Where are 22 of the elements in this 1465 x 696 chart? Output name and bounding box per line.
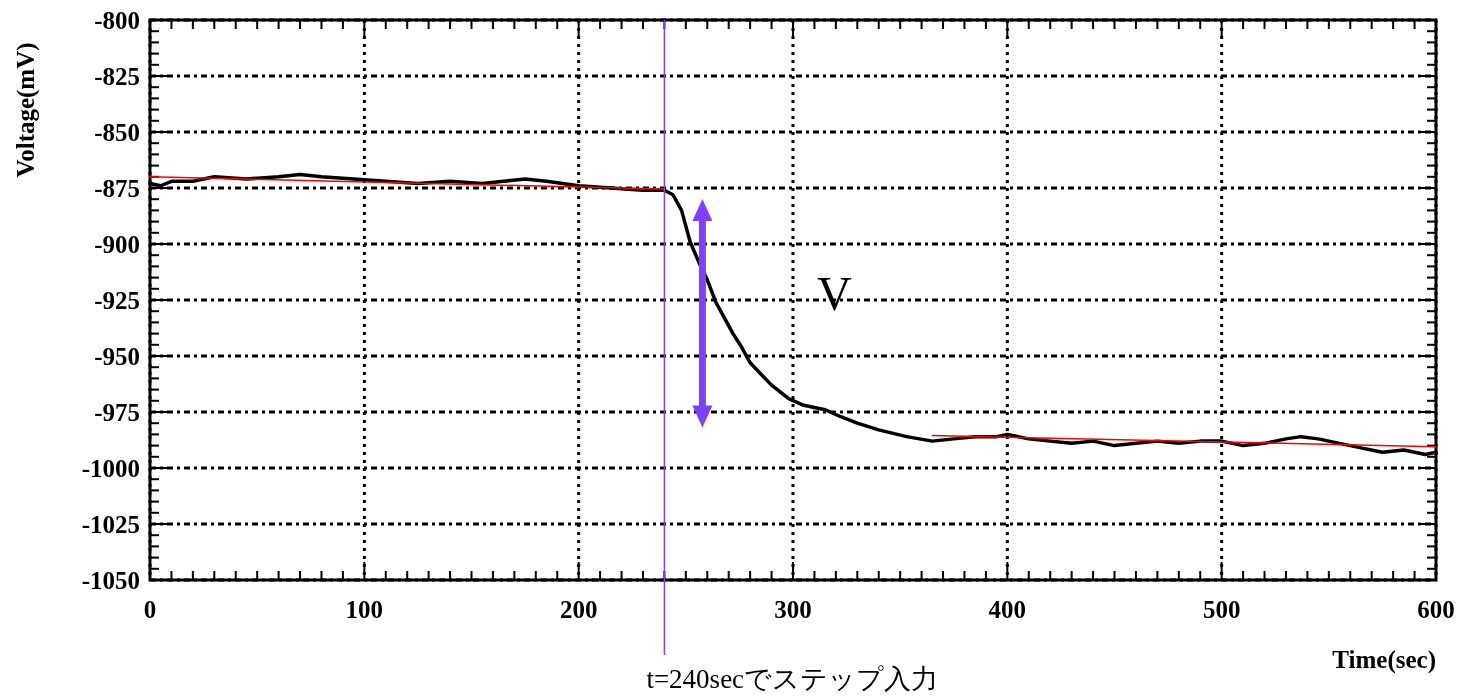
x-axis-title: Time(sec) — [1332, 646, 1436, 674]
y-tick-label: -825 — [94, 63, 140, 90]
y-axis-title: Voltage(mV) — [12, 42, 40, 178]
y-tick-label: -1050 — [81, 567, 140, 594]
y-tick-label: -950 — [94, 343, 140, 370]
y-tick-label: -900 — [94, 231, 140, 258]
y-tick-label: -975 — [94, 399, 140, 426]
y-tick-label: -1000 — [81, 455, 140, 482]
annotation: V — [817, 267, 853, 321]
x-tick-label: 500 — [1202, 596, 1241, 623]
y-tick-label: -875 — [94, 175, 140, 202]
y-tick-label: -850 — [94, 119, 140, 146]
y-tick-label: -925 — [94, 287, 140, 314]
x-tick-label: 0 — [143, 596, 157, 623]
y-tick-label: -800 — [94, 7, 140, 34]
x-tick-label: 400 — [988, 596, 1027, 623]
x-tick-label: 600 — [1417, 596, 1455, 623]
x-tick-label: 200 — [559, 596, 598, 623]
ref-line-label: t=240secでステップ入力 — [646, 664, 939, 694]
x-tick-label: 300 — [774, 596, 812, 623]
x-tick-label: 100 — [345, 596, 384, 623]
y-tick-label: -1025 — [81, 511, 140, 538]
